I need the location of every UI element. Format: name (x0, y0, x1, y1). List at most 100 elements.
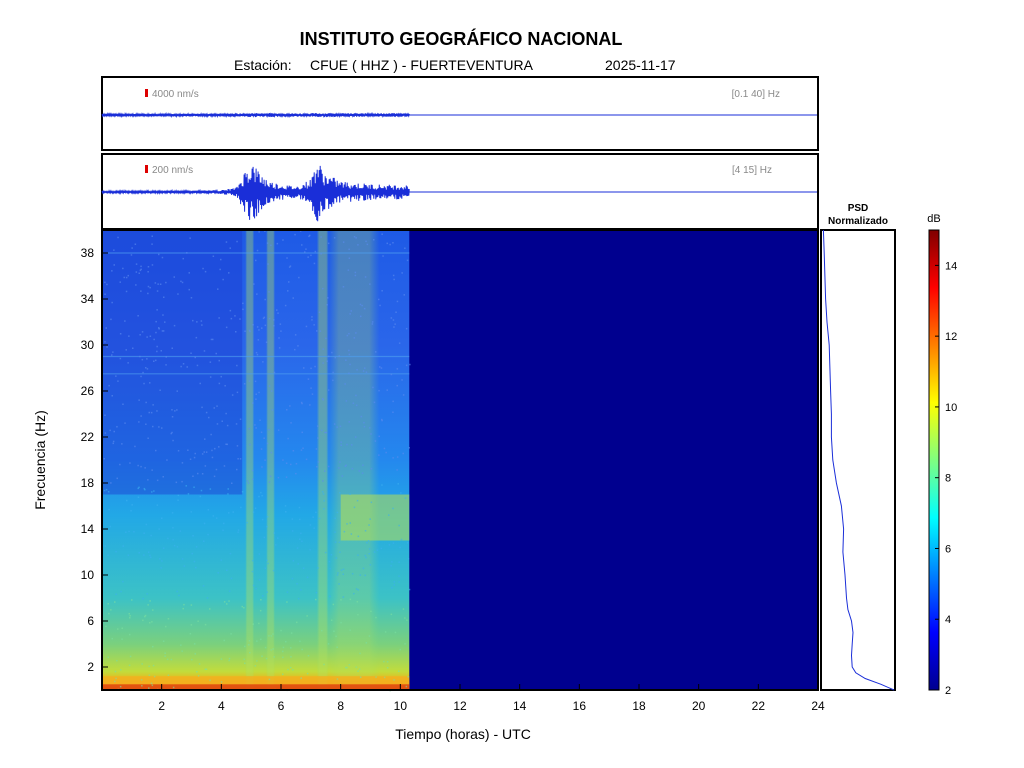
spectrogram-noise (272, 569, 275, 572)
spectrogram-noise (104, 281, 106, 284)
spectrogram-noise (248, 640, 251, 642)
spectrogram-noise (310, 254, 312, 257)
spectrogram-noise (180, 644, 182, 646)
spectrogram-noise (388, 544, 391, 546)
spectrogram-noise (327, 389, 330, 391)
spectrogram-noise (180, 280, 182, 283)
spectrogram-noise (309, 549, 311, 551)
spectrogram-noise (191, 658, 193, 661)
spectrogram-noise (140, 375, 142, 378)
spectrogram-noise (127, 554, 130, 556)
spectrogram-noise (360, 415, 363, 418)
psd-frame (820, 229, 896, 691)
spectrogram-noise (166, 658, 169, 661)
spectrogram-noise (147, 479, 149, 481)
spectrogram-noise (243, 383, 246, 385)
spectrogram-noise (228, 512, 230, 514)
spectrogram-noise (299, 538, 301, 540)
spectrogram-noise (211, 456, 214, 459)
spectrogram-noise (177, 499, 179, 501)
spectrogram-noise (369, 283, 371, 285)
spectrogram-noise (266, 242, 269, 244)
spectrogram-noise (273, 656, 275, 658)
y-tick-label: 30 (81, 338, 95, 352)
spectrogram-noise (143, 382, 145, 385)
spectrogram-noise (244, 645, 246, 648)
spectrogram-noise (196, 364, 199, 367)
spectrogram-noise (167, 618, 170, 620)
spectrogram-noise (103, 489, 106, 492)
spectrogram-noise (298, 276, 300, 279)
spectrogram-noise (314, 365, 316, 368)
spectrogram-noise (182, 257, 184, 260)
spectrogram-noise (373, 401, 376, 404)
spectrogram-noise (315, 591, 318, 594)
spectrogram-noise (203, 522, 206, 525)
spectrogram-noise (359, 303, 362, 306)
spectrogram-noise (282, 673, 284, 675)
spectrogram-noise (210, 338, 213, 341)
spectrogram-noise (373, 551, 376, 553)
spectrogram-noise (348, 664, 351, 666)
spectrogram-noise (276, 309, 278, 311)
spectrogram-noise (228, 657, 231, 660)
spectrogram-noise (252, 402, 254, 404)
spectrogram-noise (333, 630, 335, 632)
psd-subtitle: Normalizado (828, 216, 888, 227)
spectrogram-noise (335, 557, 338, 559)
spectrogram-noise (177, 450, 180, 452)
spectrogram-noise (275, 544, 277, 546)
spectrogram-noise (262, 361, 264, 363)
spectrogram-noise (237, 531, 239, 533)
spectrogram-noise (131, 504, 133, 506)
spectrogram-noise (181, 462, 184, 464)
spectrogram-noise (322, 348, 324, 350)
spectrogram-noise (359, 676, 362, 678)
spectrogram-noise (271, 409, 274, 411)
spectrogram-noise (112, 351, 114, 353)
spectrogram-event-band (316, 230, 329, 690)
spectrogram-noise (201, 473, 204, 475)
spectrogram-noise (336, 678, 339, 680)
spectrogram-noise (114, 670, 117, 673)
spectrogram-noise (155, 320, 157, 323)
spectrogram-data (102, 230, 411, 692)
spectrogram-noise (128, 613, 130, 615)
spectrogram-noise (141, 663, 143, 665)
spectrogram-noise (174, 410, 176, 412)
spectrogram-noise (311, 393, 314, 395)
spectrogram-noise (382, 255, 384, 257)
spectrogram-noise (273, 532, 276, 534)
spectrogram-noise (162, 314, 164, 316)
spectrogram-noise (151, 684, 154, 687)
spectrogram-noise (225, 326, 228, 329)
spectrogram-noise (248, 644, 250, 646)
spectrogram-noise (139, 355, 141, 358)
spectrogram-noise (405, 327, 408, 330)
spectrogram-noise (116, 659, 118, 662)
spectrogram-noise (121, 443, 123, 445)
spectrogram-noise (162, 640, 165, 642)
spectrogram-noise (165, 281, 167, 284)
spectrogram-noise (260, 638, 262, 641)
spectrogram-noise (130, 510, 132, 512)
spectrogram-noise (361, 304, 363, 307)
spectrogram-noise (352, 402, 355, 404)
spectrogram-noise (151, 235, 153, 237)
spectrogram-noise (173, 544, 176, 547)
colorbar-tick-label: 8 (945, 473, 951, 485)
spectrogram-noise (316, 330, 318, 332)
spectrogram-noise (318, 311, 321, 313)
spectrogram-noise (297, 597, 300, 600)
spectrogram-noise (398, 581, 400, 583)
spectrogram-noise (348, 332, 350, 335)
spectrogram-noise (189, 633, 192, 635)
spectrogram-noise (348, 248, 350, 251)
spectrogram-noise (292, 560, 295, 562)
spectrogram-noise (264, 459, 266, 461)
spectrogram-noise (282, 656, 284, 659)
spectrogram-noise (357, 613, 359, 616)
spectrogram-noise (182, 607, 184, 610)
spectrogram-event-band (266, 230, 275, 690)
